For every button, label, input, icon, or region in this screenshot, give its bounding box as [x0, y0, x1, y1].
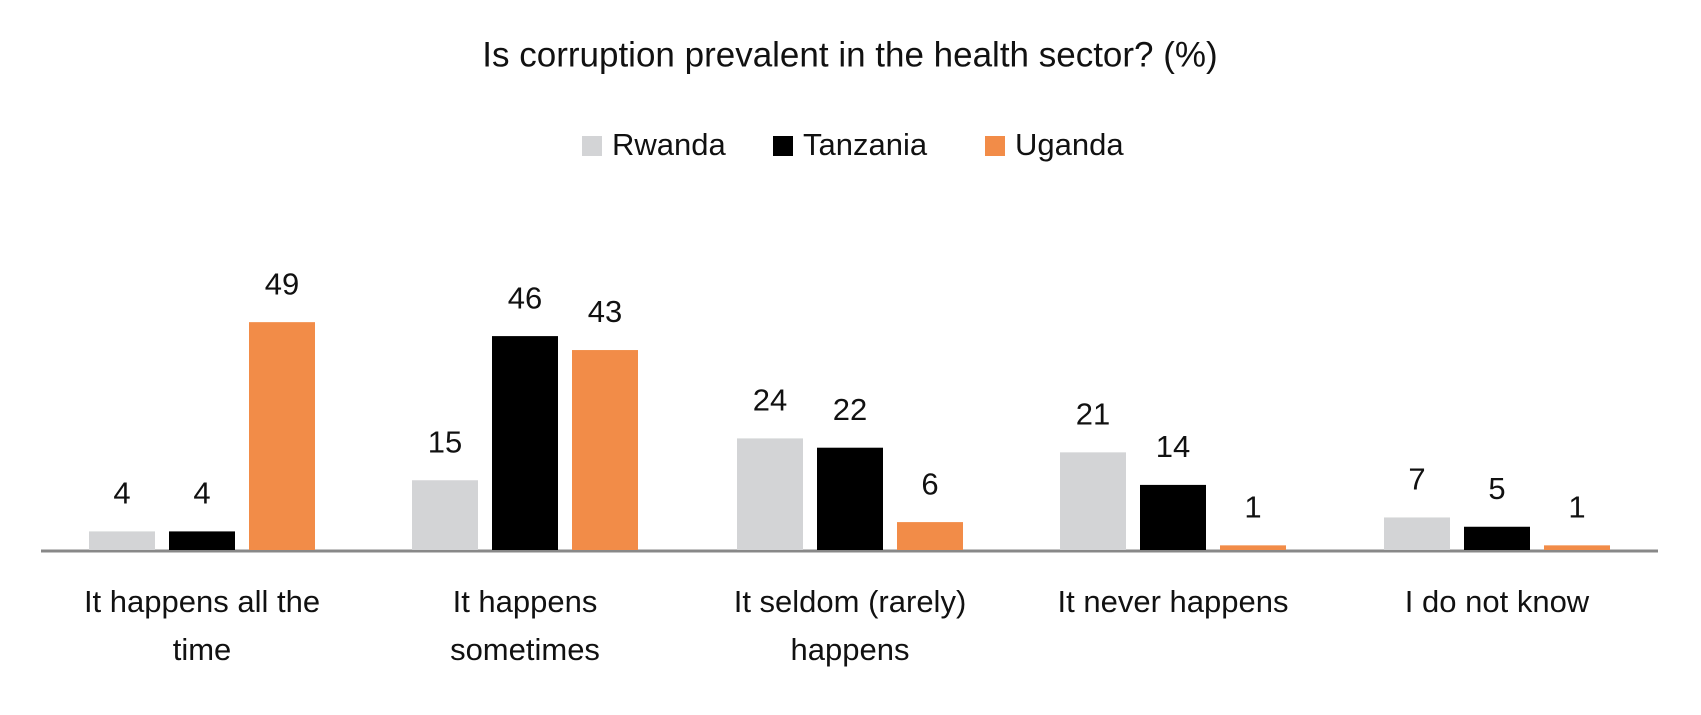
data-label: 14 — [1156, 429, 1190, 464]
data-label: 22 — [833, 392, 867, 427]
chart-title: Is corruption prevalent in the health se… — [482, 35, 1217, 74]
x-tick-label: It happens sometimes — [450, 584, 600, 667]
data-label: 24 — [753, 383, 787, 418]
bar — [1220, 545, 1286, 550]
bar — [897, 522, 963, 550]
data-label: 21 — [1076, 397, 1110, 432]
bar — [89, 531, 155, 550]
x-tick-label: It seldom (rarely) happens — [733, 584, 967, 667]
bar — [1384, 517, 1450, 550]
data-label: 4 — [193, 476, 210, 511]
legend-label: Rwanda — [612, 127, 726, 162]
data-label: 4 — [113, 476, 130, 511]
bar — [817, 447, 883, 550]
bar — [1544, 545, 1610, 550]
bar — [737, 438, 803, 550]
data-label: 7 — [1408, 462, 1425, 497]
data-label: 6 — [921, 466, 938, 501]
legend-label: Tanzania — [803, 127, 928, 162]
data-label: 43 — [588, 294, 622, 329]
bar — [169, 531, 235, 550]
data-label: 5 — [1488, 471, 1505, 506]
data-label: 49 — [265, 266, 299, 301]
data-label: 1 — [1244, 490, 1261, 525]
legend-swatch — [582, 136, 602, 156]
bar — [572, 350, 638, 550]
bar — [249, 322, 315, 550]
bar — [412, 480, 478, 550]
data-label: 15 — [428, 424, 462, 459]
bar — [492, 336, 558, 550]
data-label: 46 — [508, 280, 542, 315]
bar — [1060, 452, 1126, 550]
bar — [1140, 484, 1206, 550]
data-label: 1 — [1568, 490, 1585, 525]
legend-label: Uganda — [1015, 127, 1124, 162]
x-tick-label: I do not know — [1404, 584, 1590, 619]
x-tick-label: It never happens — [1057, 584, 1289, 619]
legend-swatch — [773, 136, 793, 156]
x-tick-label: It happens all the time — [83, 584, 321, 667]
legend-swatch — [985, 136, 1005, 156]
bar — [1464, 526, 1530, 550]
